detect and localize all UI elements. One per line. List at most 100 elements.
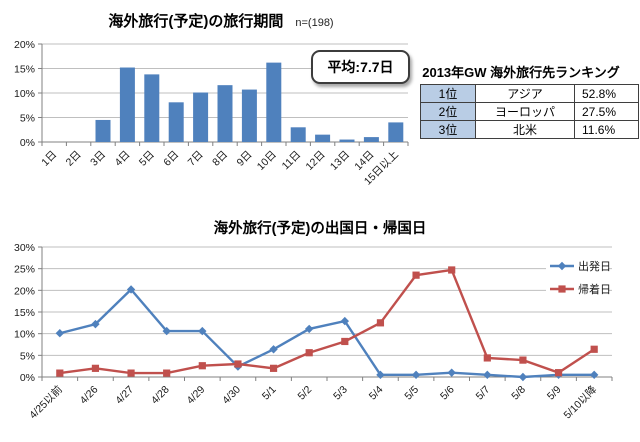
data-point-square — [198, 362, 206, 370]
x-tick-label: 4/29 — [184, 384, 207, 407]
data-point-diamond — [91, 319, 100, 329]
data-point-diamond — [198, 326, 207, 336]
x-tick-label: 2日 — [64, 149, 84, 169]
y-tick-label: 0% — [20, 372, 35, 384]
ranking-table-body: 1位 アジア 52.8% 2位 ヨーロッパ 27.5% 3位 北米 11.6% — [420, 84, 639, 139]
x-tick-label: 1日 — [39, 149, 59, 169]
x-tick-label: 5/6 — [438, 384, 457, 403]
data-point-square — [91, 364, 100, 372]
data-point-square — [127, 369, 135, 377]
x-tick-label: 5/10以降 — [561, 383, 600, 422]
ranking-table-title: 2013年GW 海外旅行先ランキング — [422, 65, 620, 80]
ranking-row: 1位 アジア 52.8% — [420, 84, 639, 103]
ranking-row: 2位 ヨーロッパ 27.5% — [420, 102, 639, 121]
data-point-diamond — [340, 316, 350, 326]
x-tick-label: 5/2 — [295, 384, 314, 403]
x-tick-label: 5/7 — [474, 384, 493, 403]
y-tick-label: 10% — [14, 329, 35, 341]
y-tick-label: 15% — [14, 307, 35, 319]
data-point-square — [269, 364, 278, 372]
y-tick-label: 20% — [14, 39, 35, 51]
legend-background — [546, 254, 608, 298]
duration-bar — [144, 74, 160, 142]
rank-cell: 3位 — [420, 120, 476, 139]
x-tick-label: 4日 — [112, 149, 132, 169]
data-point-square — [483, 354, 491, 362]
legend-label: 帰着日 — [578, 282, 611, 296]
x-tick-label: 13日 — [328, 149, 352, 173]
share-cell: 52.8% — [574, 84, 639, 103]
data-point-diamond — [376, 370, 385, 380]
duration-bar — [95, 119, 111, 142]
y-tick-label: 5% — [20, 350, 35, 362]
x-tick-label: 5/4 — [367, 384, 386, 403]
duration-bar — [241, 89, 257, 142]
data-point-diamond — [304, 324, 314, 334]
ranking-row: 3位 北米 11.6% — [420, 120, 639, 139]
data-point-square — [341, 337, 349, 346]
data-point-square — [234, 360, 242, 368]
data-point-diamond — [447, 368, 456, 377]
data-point-diamond — [162, 326, 171, 336]
data-point-diamond — [589, 370, 599, 380]
x-tick-label: 9日 — [234, 149, 254, 169]
x-tick-label: 4/28 — [149, 384, 172, 407]
data-point-diamond — [269, 345, 278, 354]
y-tick-label: 0% — [20, 137, 35, 149]
destination-ranking-table: 1位 アジア 52.8% 2位 ヨーロッパ 27.5% 3位 北米 11.6% — [420, 84, 639, 139]
data-point-square — [590, 345, 598, 353]
data-point-diamond — [411, 370, 421, 380]
data-point-diamond — [126, 285, 136, 294]
data-point-diamond — [518, 372, 528, 382]
schedule-line-chart: 0% 5% 10% 15% 20% 25% 30% 4/25以前 4/26 4/27 4/28 4/2… — [14, 242, 613, 422]
series-line — [59, 287, 595, 379]
duration-bar — [119, 67, 135, 142]
duration-bar — [266, 62, 282, 142]
x-tick-label: 5/9 — [545, 384, 564, 403]
data-point-diamond — [557, 261, 567, 271]
data-point-square — [376, 319, 385, 327]
series-line — [59, 268, 595, 375]
duration-chart-header: 海外旅行(予定)の旅行期間 n=(198) — [46, 10, 396, 31]
data-point-diamond — [483, 370, 492, 380]
destination-cell: 北米 — [475, 120, 575, 139]
share-cell: 11.6% — [574, 120, 639, 139]
x-tick-label: 8日 — [210, 149, 230, 169]
x-tick-label: 5/5 — [402, 384, 421, 403]
data-point-square — [558, 285, 566, 293]
duration-chart-title: 海外旅行(予定)の旅行期間 — [108, 13, 284, 30]
x-tick-label: 5/8 — [509, 384, 528, 403]
duration-bar-chart: 0% 5% 10% 15% 20% 1日 2日 3日 4日 5日 6日 7日 8日 9日 10日 11日 12日… — [14, 39, 409, 188]
x-tick-label: 4/25以前 — [26, 383, 64, 421]
x-tick-label: 7日 — [186, 149, 206, 169]
data-point-square — [554, 369, 563, 377]
duration-bar — [339, 139, 355, 142]
schedule-chart-title: 海外旅行(予定)の出国日・帰国日 — [213, 221, 427, 237]
x-tick-label: 4/27 — [113, 384, 136, 407]
x-tick-label: 3日 — [88, 149, 108, 169]
y-tick-label: 25% — [14, 264, 35, 276]
data-point-square — [163, 369, 171, 377]
x-tick-label: 10日 — [255, 149, 279, 173]
duration-bar — [217, 85, 233, 142]
duration-bar — [388, 122, 404, 142]
rank-cell: 1位 — [420, 84, 476, 103]
data-point-square — [519, 356, 527, 364]
data-point-square — [305, 349, 313, 357]
x-tick-label: 5日 — [137, 149, 157, 169]
y-tick-label: 15% — [14, 64, 35, 76]
duration-bar — [315, 134, 331, 142]
duration-bar — [168, 102, 184, 142]
rank-cell: 2位 — [420, 102, 476, 121]
destination-cell: アジア — [475, 84, 575, 103]
share-cell: 27.5% — [574, 102, 639, 121]
data-point-square — [412, 271, 420, 279]
data-point-square — [448, 266, 456, 274]
y-tick-label: 20% — [14, 285, 35, 297]
x-tick-label: 4/26 — [78, 384, 101, 407]
data-point-square — [56, 369, 64, 377]
y-tick-label: 5% — [20, 113, 35, 125]
x-tick-label: 12日 — [304, 149, 328, 173]
y-tick-label: 30% — [14, 242, 35, 254]
